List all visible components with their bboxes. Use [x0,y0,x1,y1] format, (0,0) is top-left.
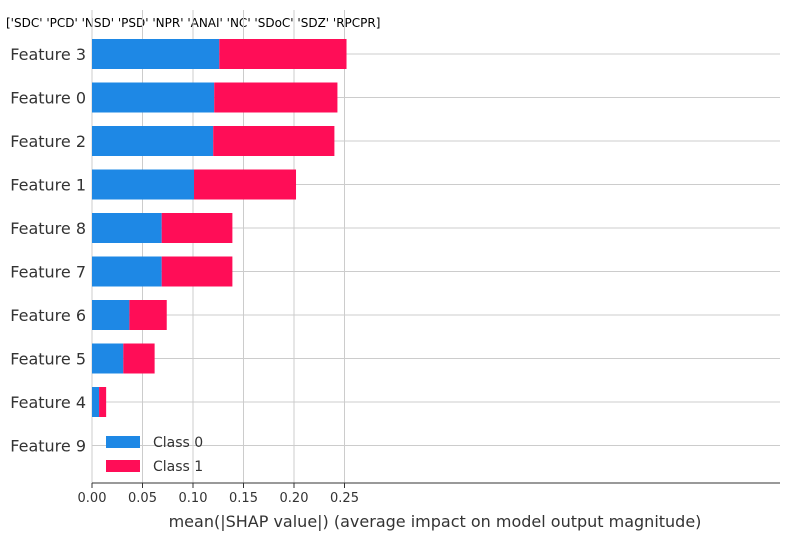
feature-labels: Feature 3 Feature 0 Feature 2 Feature 1 Feat… [10,45,86,456]
x-tick-label: 0.00 [78,491,107,506]
bar-class-1 [219,39,347,69]
bar-class-0 [92,126,214,156]
legend-label: Class 1 [153,459,203,475]
legend: Class 0 Class 1 [106,435,203,475]
x-tick-label: 0.10 [179,491,208,506]
feature-label: Feature 1 [10,176,86,195]
x-tick-label: 0.05 [128,491,157,506]
bar-class-1 [194,169,297,200]
feature-label: Feature 8 [10,219,86,238]
bar-class-0 [92,343,124,374]
feature-label: Feature 7 [10,263,86,282]
x-tick-label: 0.25 [330,491,359,506]
bar-class-0 [92,39,220,69]
bar-class-0 [92,169,195,200]
feature-label: Feature 9 [10,437,86,456]
bar-class-0 [92,300,130,330]
bar-class-0 [92,387,100,417]
legend-swatch [106,460,140,472]
bar-class-0 [92,256,162,287]
grid-lines [91,10,780,483]
bar-class-0 [92,213,162,243]
bars [92,39,347,417]
feature-label: Feature 2 [10,132,86,151]
bar-class-1 [161,213,233,243]
bar-class-1 [161,256,233,287]
feature-label: Feature 3 [10,45,86,64]
bar-class-1 [213,126,335,156]
x-axis-label: mean(|SHAP value|) (average impact on mo… [169,512,702,531]
legend-label: Class 0 [153,435,203,451]
x-tick-label: 0.15 [229,491,258,506]
bar-class-1 [129,300,167,330]
x-ticks: 0.00 0.05 0.10 0.15 0.20 0.25 [78,483,359,506]
bar-class-1 [99,387,107,417]
legend-swatch [106,436,140,448]
feature-label: Feature 0 [10,89,86,108]
x-tick-label: 0.20 [280,491,309,506]
feature-label: Feature 6 [10,306,86,325]
bar-class-1 [123,343,155,374]
feature-label: Feature 4 [10,393,86,412]
feature-label: Feature 5 [10,350,86,369]
bar-class-1 [214,82,338,113]
bar-class-0 [92,82,215,113]
